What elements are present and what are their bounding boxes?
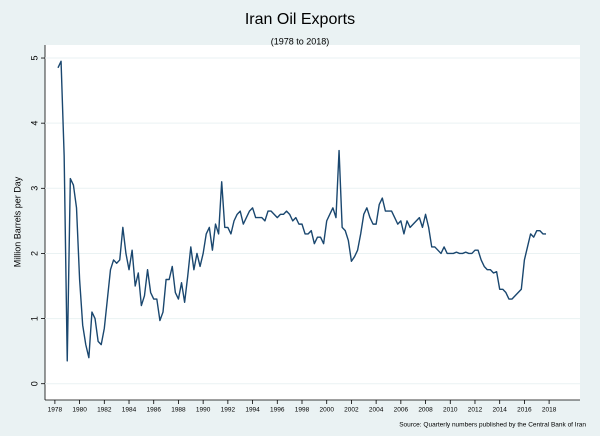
x-tick-label: 1998 xyxy=(295,407,310,414)
y-tick-label: 2 xyxy=(29,251,39,256)
x-tick-label: 1980 xyxy=(72,407,87,414)
x-tick-label: 1990 xyxy=(196,407,211,414)
x-tick-label: 2010 xyxy=(443,407,458,414)
y-tick-label: 3 xyxy=(29,186,39,191)
x-tick-label: 2012 xyxy=(468,407,483,414)
x-tick-label: 2008 xyxy=(418,407,433,414)
x-tick-label: 1982 xyxy=(97,407,112,414)
x-tick-label: 2016 xyxy=(517,407,532,414)
chart-subtitle: (1978 to 2018) xyxy=(271,36,330,46)
y-tick-label: 4 xyxy=(29,121,39,126)
x-tick-label: 2018 xyxy=(542,407,557,414)
x-tick-label: 1992 xyxy=(221,407,236,414)
x-tick-label: 2004 xyxy=(369,407,384,414)
data-line xyxy=(57,60,547,362)
x-tick-label: 1984 xyxy=(122,407,137,414)
y-axis-label: Million Barrels per Day xyxy=(12,176,22,267)
x-tick-label: 1988 xyxy=(171,407,186,414)
chart-title: Iran Oil Exports xyxy=(245,11,355,28)
x-tick-label: 2000 xyxy=(319,407,334,414)
x-tick-label: 1996 xyxy=(270,407,285,414)
y-tick-label: 5 xyxy=(29,56,39,61)
x-tick-label: 2002 xyxy=(344,407,359,414)
y-tick-label: 0 xyxy=(29,381,39,386)
x-tick-label: 1994 xyxy=(245,407,260,414)
y-tick-label: 1 xyxy=(29,316,39,321)
x-tick-label: 1978 xyxy=(48,407,63,414)
x-tick-label: 1986 xyxy=(146,407,161,414)
x-tick-label: 2014 xyxy=(492,407,507,414)
x-tick-label: 2006 xyxy=(394,407,409,414)
plot-area xyxy=(45,45,580,400)
source-note: Source: Quarterly numbers published by t… xyxy=(399,422,586,429)
